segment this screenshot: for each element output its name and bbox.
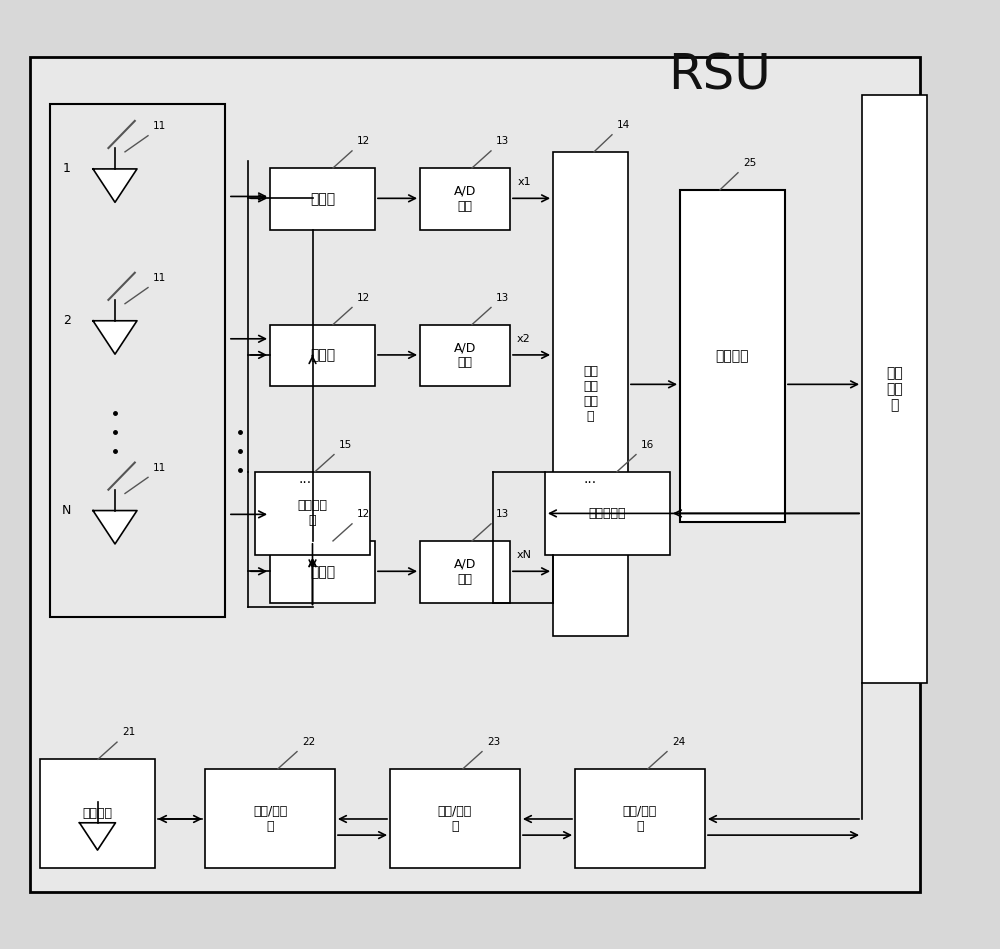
Text: 编码/解码
器: 编码/解码 器 bbox=[623, 805, 657, 832]
Text: A/D
单元: A/D 单元 bbox=[454, 185, 476, 213]
Text: 收发天线: 收发天线 bbox=[82, 808, 112, 820]
Text: xN: xN bbox=[516, 549, 532, 560]
Text: A/D
单元: A/D 单元 bbox=[454, 342, 476, 369]
FancyBboxPatch shape bbox=[50, 104, 225, 617]
Text: 发射/接收
机: 发射/接收 机 bbox=[253, 805, 287, 832]
Text: 2: 2 bbox=[63, 314, 71, 327]
Text: 核心
处理
器: 核心 处理 器 bbox=[886, 366, 903, 412]
Text: 12: 12 bbox=[357, 136, 370, 146]
Polygon shape bbox=[93, 169, 137, 202]
Text: 13: 13 bbox=[496, 509, 509, 519]
Text: 调制/解调
器: 调制/解调 器 bbox=[438, 805, 472, 832]
FancyBboxPatch shape bbox=[205, 769, 335, 868]
FancyBboxPatch shape bbox=[545, 472, 670, 555]
FancyBboxPatch shape bbox=[40, 759, 155, 868]
Text: 25: 25 bbox=[743, 158, 756, 168]
Text: 15: 15 bbox=[339, 439, 352, 450]
Text: 11: 11 bbox=[153, 462, 166, 473]
FancyBboxPatch shape bbox=[420, 168, 510, 230]
Text: 12: 12 bbox=[357, 509, 370, 519]
FancyBboxPatch shape bbox=[680, 190, 785, 522]
FancyBboxPatch shape bbox=[553, 152, 628, 636]
Text: 11: 11 bbox=[153, 272, 166, 283]
Text: 成形波束: 成形波束 bbox=[716, 349, 749, 363]
Text: 接收机: 接收机 bbox=[310, 192, 335, 206]
Text: 波束控制器: 波束控制器 bbox=[589, 507, 626, 520]
FancyBboxPatch shape bbox=[270, 541, 375, 603]
Text: A/D
单元: A/D 单元 bbox=[454, 558, 476, 586]
FancyBboxPatch shape bbox=[390, 769, 520, 868]
Text: 22: 22 bbox=[302, 736, 315, 747]
Text: x1: x1 bbox=[517, 177, 531, 187]
FancyBboxPatch shape bbox=[270, 325, 375, 386]
FancyBboxPatch shape bbox=[420, 541, 510, 603]
Text: RSU: RSU bbox=[669, 52, 771, 100]
Text: 幅相校准
器: 幅相校准 器 bbox=[298, 499, 328, 528]
Text: 13: 13 bbox=[496, 136, 509, 146]
FancyBboxPatch shape bbox=[30, 57, 920, 892]
Polygon shape bbox=[80, 823, 116, 850]
Text: 23: 23 bbox=[487, 736, 500, 747]
FancyBboxPatch shape bbox=[270, 168, 375, 230]
Text: 14: 14 bbox=[617, 120, 630, 130]
Text: 11: 11 bbox=[153, 121, 166, 131]
Text: 接收机: 接收机 bbox=[310, 348, 335, 363]
Text: 1: 1 bbox=[63, 162, 71, 176]
Text: ...: ... bbox=[298, 473, 312, 486]
Text: 24: 24 bbox=[672, 736, 685, 747]
Text: 数字
波束
成形
器: 数字 波束 成形 器 bbox=[583, 364, 598, 423]
FancyBboxPatch shape bbox=[862, 95, 927, 683]
Polygon shape bbox=[93, 321, 137, 354]
Text: 21: 21 bbox=[122, 727, 135, 737]
Text: 13: 13 bbox=[496, 292, 509, 303]
FancyBboxPatch shape bbox=[575, 769, 705, 868]
Text: 接收机: 接收机 bbox=[310, 565, 335, 579]
Text: 12: 12 bbox=[357, 292, 370, 303]
Polygon shape bbox=[93, 511, 137, 544]
Text: x2: x2 bbox=[517, 333, 531, 344]
FancyBboxPatch shape bbox=[420, 325, 510, 386]
Text: 16: 16 bbox=[641, 439, 654, 450]
Text: ...: ... bbox=[583, 473, 597, 486]
Text: N: N bbox=[62, 504, 71, 517]
FancyBboxPatch shape bbox=[255, 472, 370, 555]
